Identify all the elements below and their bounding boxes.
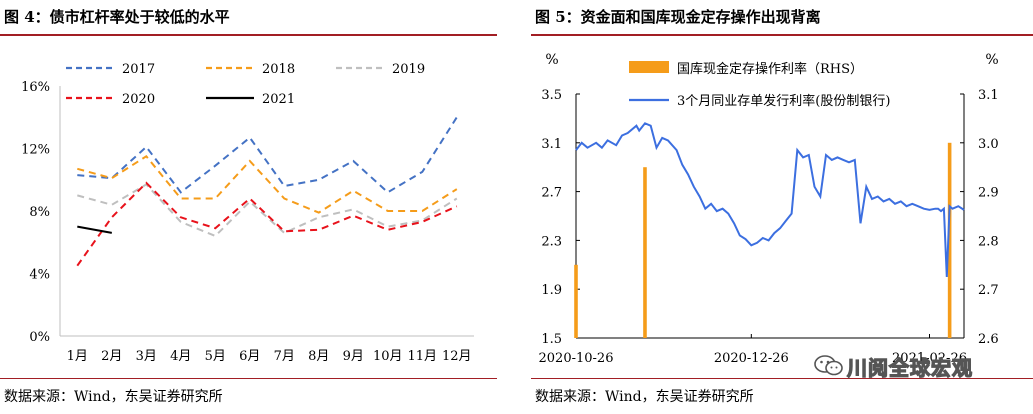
right-y-tick-label: 3.1	[978, 88, 999, 103]
x-tick-label: 11月	[407, 349, 437, 364]
left-y-tick-label: 1.5	[541, 332, 562, 347]
legend-swatch-bar	[629, 61, 669, 73]
x-tick-label: 4月	[170, 349, 191, 364]
y-tick-label: 0%	[29, 330, 50, 345]
bar-deposit-rate	[947, 142, 952, 338]
series-line-ncd-rate	[575, 122, 965, 278]
legend-label-2021: 2021	[262, 92, 295, 107]
x-tick-label: 2020-12-26	[714, 351, 789, 366]
leverage-line-chart: 0% 4% 8% 12% 16% 1月 2月 3月 4月 5月 6月 7月 8月 9月 10月 11月 12月 2…	[21, 62, 474, 364]
y-tick-label: 16%	[21, 80, 50, 95]
legend-label-2020: 2020	[122, 92, 155, 107]
legend-label-line: 3个月同业存单发行利率(股份制银行)	[677, 93, 890, 109]
x-tick-label: 5月	[205, 349, 226, 364]
right-y-tick-label: 2.7	[978, 283, 999, 298]
right-y-tick-label: 2.8	[978, 234, 999, 249]
watermark-text: 川阅全球宏观	[846, 355, 973, 380]
wechat-icon	[814, 355, 843, 376]
x-tick-label: 2月	[101, 349, 122, 364]
legend-label-2018: 2018	[262, 62, 295, 77]
y-tick-label: 8%	[29, 205, 50, 220]
right-bottom-rule	[531, 378, 1033, 379]
x-tick-label: 2020-10-26	[539, 351, 614, 366]
series-line-2017	[77, 116, 458, 194]
x-tick-label: 8月	[308, 349, 329, 364]
left-source-note: 数据来源：Wind，东吴证券研究所	[4, 389, 223, 405]
right-figure: 图 5：资金面和国库现金定存操作出现背离 %% 1.5 1.9 2.3 2.7 3.1 3.…	[531, 0, 1033, 414]
legend-label-2017: 2017	[122, 62, 155, 77]
x-tick-label: 7月	[274, 349, 295, 364]
left-y-tick-label: 3.1	[541, 137, 562, 152]
right-y-tick-label: 2.9	[978, 186, 999, 201]
left-title-rule	[0, 34, 497, 36]
x-tick-label: 12月	[442, 349, 472, 364]
left-y-tick-label: 2.7	[541, 186, 562, 201]
x-tick-label: 2021-02-26	[892, 351, 967, 366]
y-tick-label: 4%	[29, 268, 50, 283]
x-tick-label: 9月	[343, 349, 364, 364]
series-line-2021	[77, 225, 112, 234]
left-figure-title: 图 4：债市杠杆率处于较低的水平	[4, 8, 230, 26]
legend-label-2019: 2019	[392, 62, 425, 77]
right-y-tick-label: 3.0	[978, 137, 999, 152]
left-y-tick-label: 1.9	[541, 283, 562, 298]
left-y-tick-label: 3.5	[541, 88, 562, 103]
y-tick-label: 12%	[21, 143, 50, 158]
bar-deposit-rate	[574, 264, 578, 338]
right-unit-label: %	[985, 52, 998, 68]
right-title-rule	[531, 34, 1033, 36]
x-tick-label: 1月	[67, 349, 88, 364]
left-y-tick-label: 2.3	[541, 234, 562, 249]
left-figure: 图 4：债市杠杆率处于较低的水平 0% 4% 8% 12% 16% 1月 2月 3月 4月 5月 6…	[0, 0, 497, 414]
x-tick-label: 10月	[373, 349, 403, 364]
left-unit-label: %	[545, 52, 558, 68]
series-line-2019	[77, 183, 458, 238]
wechat-watermark: 川阅全球宏观	[813, 352, 1009, 381]
x-tick-label: 3月	[136, 349, 157, 364]
left-bottom-rule	[0, 378, 497, 379]
deposit-rate-chart: % % 1.5 1.9 2.3 2.7 3.1 3.5 2.6 2.7 2.8 2.9 3.0 3.1 20…	[539, 52, 999, 366]
bar-deposit-rate	[643, 167, 647, 338]
legend-label-bar: 国库现金定存操作利率（RHS）	[677, 61, 863, 77]
right-figure-title: 图 5：资金面和国库现金定存操作出现背离	[535, 8, 821, 26]
series-line-2018	[77, 154, 458, 214]
right-y-tick-label: 2.6	[978, 332, 999, 347]
series-line-2020	[76, 181, 458, 267]
right-source-note: 数据来源：Wind，东吴证券研究所	[535, 389, 754, 405]
x-tick-label: 6月	[239, 349, 260, 364]
